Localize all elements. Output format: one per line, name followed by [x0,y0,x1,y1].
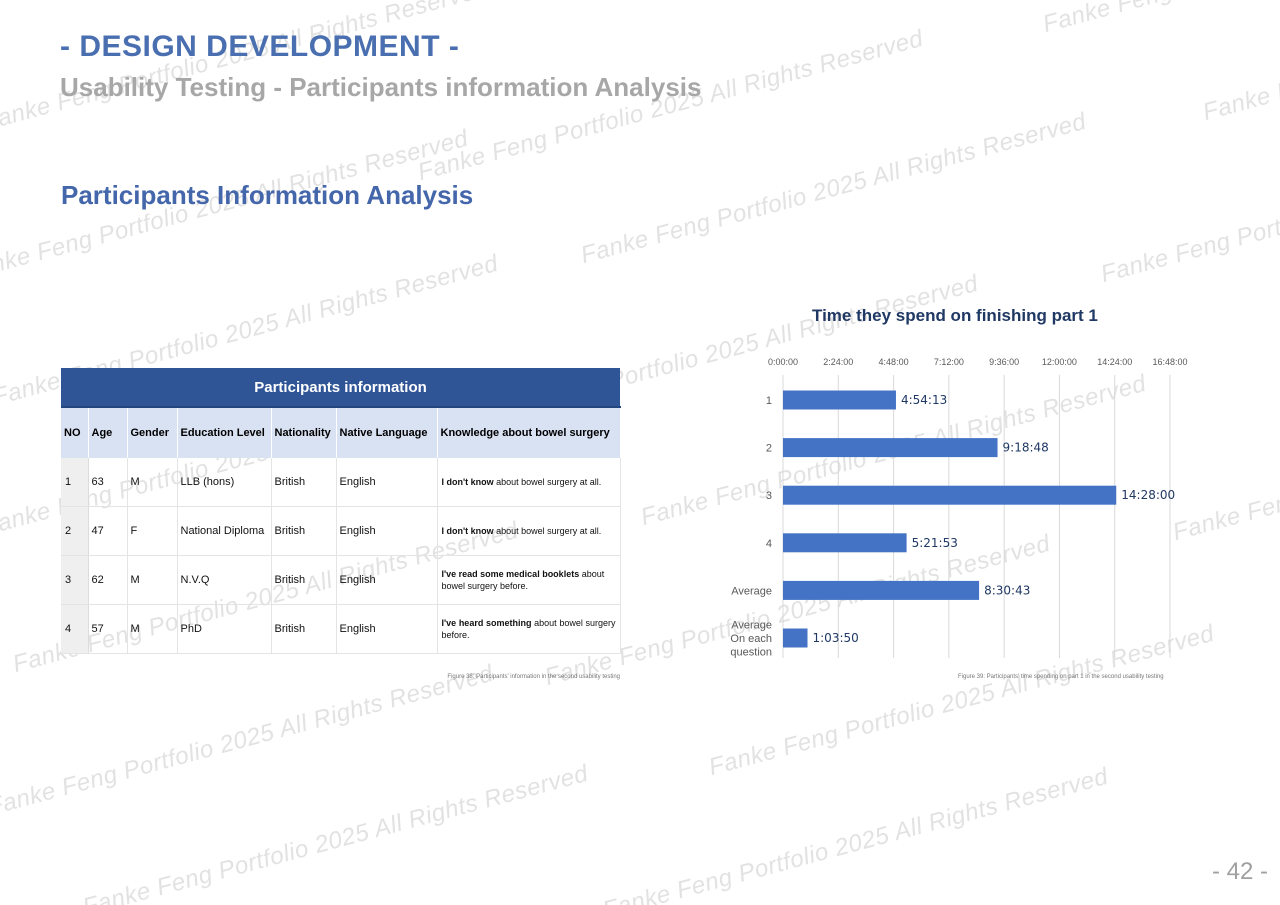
cell-age: 62 [88,555,128,605]
cell-no: 1 [61,458,89,507]
cell-knowledge: I've heard something about bowel surgery… [437,604,621,654]
category-label: 3 [766,490,772,502]
cell-language: English [336,458,438,507]
knowledge-text: about bowel surgery before. [441,618,616,640]
cell-no: 3 [61,555,89,605]
knowledge-emphasis: I've heard something [441,618,532,628]
x-tick-label: 9:36:00 [989,357,1019,367]
watermark: Fanke Feng Portfolio 2025 All Rights Res… [1040,0,1280,39]
x-tick-label: 4:48:00 [879,357,909,367]
cell-age: 47 [88,506,128,556]
cell-nationality: British [271,604,337,654]
category-label: 2 [766,443,772,455]
category-label: 1 [766,395,772,407]
bar-value-label: 8:30:43 [984,583,1030,597]
cell-knowledge: I've read some medical booklets about bo… [437,555,621,605]
watermark: Fanke Feng Portfolio 2025 All Rights Res… [600,762,1112,905]
chart-title: Time they spend on finishing part 1 [812,306,1098,325]
cell-no: 2 [61,506,89,556]
cell-no: 4 [61,604,89,654]
watermark: Fanke Feng Portfolio 2025 All Rights Res… [0,0,492,137]
knowledge-emphasis: I don't know [441,526,494,536]
knowledge-emphasis: I don't know [441,477,494,487]
cell-education: N.V.Q [177,555,272,605]
column-header-no: NO [61,407,89,458]
category-label: Average [731,620,772,632]
x-tick-label: 2:24:00 [823,357,853,367]
participants-table-container: Participants information NO Age Gender E… [61,368,621,654]
cell-language: English [336,604,438,654]
column-header-gender: Gender [127,407,178,458]
knowledge-emphasis: I've read some medical booklets [441,569,580,579]
bar-value-label: 1:03:50 [813,631,859,645]
watermark: Fanke Feng Portfolio 2025 All Rights Res… [578,107,1090,270]
cell-education: National Diploma [177,506,272,556]
bar [783,438,998,458]
column-header-nationality: Nationality [271,407,337,458]
x-tick-label: 7:12:00 [934,357,964,367]
cell-education: PhD [177,604,272,654]
watermark: Fanke Feng Portfolio 2025 All Rights Res… [80,759,592,905]
table-row: 3 62 M N.V.Q British English I've read s… [61,555,621,605]
table-header-row: NO Age Gender Education Level Nationalit… [61,407,621,458]
bar [783,485,1117,505]
x-tick-label: 12:00:00 [1042,357,1077,367]
bar [783,628,808,648]
cell-gender: M [127,555,178,605]
table-caption: Participants information [61,368,621,408]
column-header-knowledge: Knowledge about bowel surgery [437,407,621,458]
cell-knowledge: I don't know about bowel surgery at all. [437,458,621,507]
category-label: On each [730,633,772,645]
cell-language: English [336,555,438,605]
section-title: Participants Information Analysis [61,180,474,210]
knowledge-text: about bowel surgery at all. [493,477,602,487]
x-tick-label: 14:24:00 [1097,357,1132,367]
bar-value-label: 14:28:00 [1121,488,1175,502]
cell-gender: F [127,506,178,556]
bar [783,533,907,553]
cell-gender: M [127,458,178,507]
cell-nationality: British [271,555,337,605]
x-tick-label: 0:00:00 [768,357,798,367]
page-number: - 42 - [1211,858,1268,885]
watermark: Fanke Feng Portfolio 2025 All Rights Res… [415,24,927,187]
cell-education: LLB (hons) [177,458,272,507]
column-header-language: Native Language [336,407,438,458]
knowledge-text: about bowel surgery at all. [493,526,602,536]
category-label: 4 [766,538,772,550]
time-bar-chart: 0:00:00 2:24:00 4:48:00 7:12:00 9:36:00 12:00… [730,357,1187,659]
category-label: Average [731,585,772,597]
cell-knowledge: I don't know about bowel surgery at all. [437,506,621,556]
cell-nationality: British [271,458,337,507]
page-title: - DESIGN DEVELOPMENT - [60,30,460,63]
table-row: 1 63 M LLB (hons) British English I don'… [61,458,621,507]
cell-age: 57 [88,604,128,654]
x-tick-label: 16:48:00 [1152,357,1187,367]
column-header-age: Age [88,407,128,458]
bar [783,390,896,410]
column-header-education: Education Level [177,407,272,458]
bar-value-label: 5:21:53 [912,536,958,550]
cell-nationality: British [271,506,337,556]
bar-value-label: 4:54:13 [901,393,947,407]
bar [783,580,980,600]
knowledge-text: about bowel surgery before. [441,569,605,591]
chart-figure-caption: Figure 39: Participants' time spending o… [958,674,1164,680]
cell-age: 63 [88,458,128,507]
category-label: question [730,647,772,659]
watermark: Fanke Feng Portfolio 2025 All Rights Res… [0,659,497,822]
watermark: Fanke Feng Portfolio 2025 All Rights Res… [1200,0,1280,127]
page-subtitle: Usability Testing - Participants informa… [60,72,702,102]
bar-value-label: 9:18:48 [1003,441,1049,455]
table-figure-caption: Figure 38: Participants' information in … [447,674,620,680]
table-row: 2 47 F National Diploma British English … [61,506,621,556]
watermark: Fanke Feng Portfolio 2025 All Rights Res… [1098,127,1280,289]
cell-gender: M [127,604,178,654]
cell-language: English [336,506,438,556]
table-row: 4 57 M PhD British English I've heard so… [61,604,621,654]
participants-table: Participants information NO Age Gender E… [61,368,621,654]
